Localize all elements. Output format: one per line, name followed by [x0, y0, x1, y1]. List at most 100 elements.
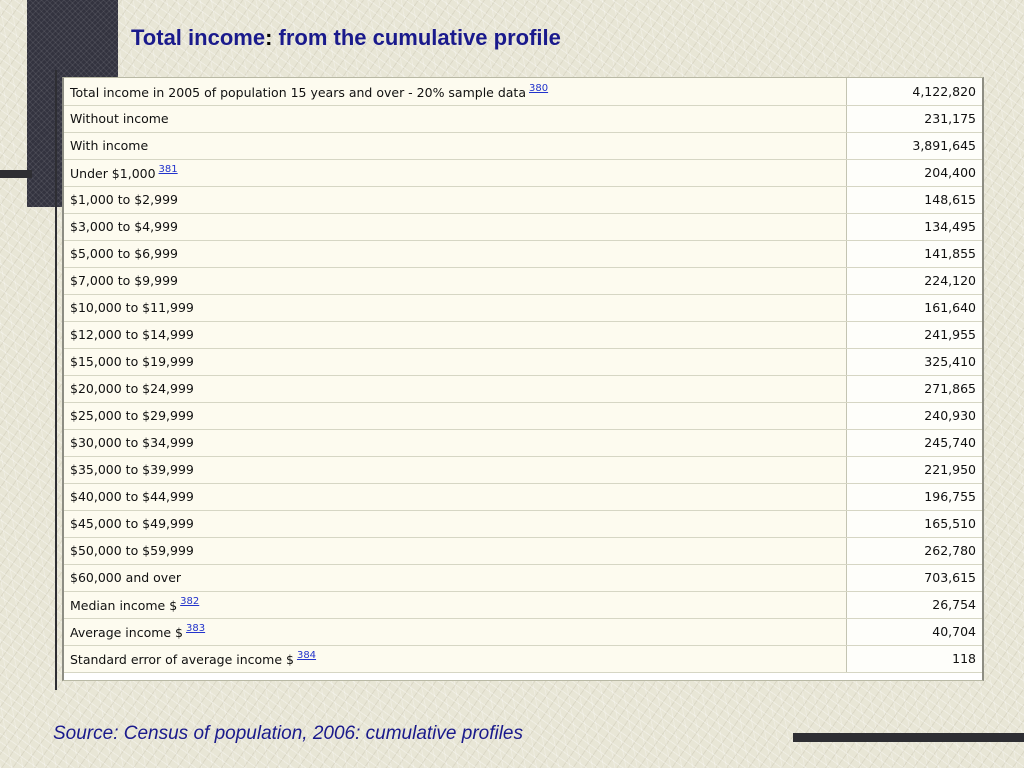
decorative-vertical-line [55, 70, 57, 690]
table-row: $40,000 to $44,999 196,755 [64, 483, 982, 511]
row-label-cell: $30,000 to $34,999 [64, 429, 847, 457]
row-label-cell: $12,000 to $14,999 [64, 321, 847, 349]
row-value: 262,780 [846, 537, 982, 565]
row-label: $1,000 to $2,999 [70, 192, 178, 207]
table-row: $35,000 to $39,999 221,950 [64, 456, 982, 484]
row-label-cell: $15,000 to $19,999 [64, 348, 847, 376]
table-row: Total income in 2005 of population 15 ye… [64, 78, 982, 106]
row-value: 4,122,820 [846, 78, 982, 106]
row-label: Median income $ [70, 598, 178, 613]
row-label: With income [70, 138, 149, 153]
row-label-cell: Median income $382 [64, 591, 847, 619]
row-value: 118 [846, 645, 982, 673]
decorative-bar-right [793, 733, 1024, 742]
row-label-cell: $3,000 to $4,999 [64, 213, 847, 241]
row-label: $15,000 to $19,999 [70, 354, 194, 369]
source-note: Source: Census of population, 2006: cumu… [53, 723, 523, 744]
table-row: Without income 231,175 [64, 105, 982, 133]
row-label-cell: Total income in 2005 of population 15 ye… [64, 78, 847, 106]
row-label-cell: Without income [64, 105, 847, 133]
row-label: $50,000 to $59,999 [70, 543, 194, 558]
row-label: Average income $ [70, 625, 184, 640]
row-value: 221,950 [846, 456, 982, 484]
row-label-cell: Average income $383 [64, 618, 847, 646]
table-row: Under $1,000 381 204,400 [64, 159, 982, 187]
table-row: $45,000 to $49,999 165,510 [64, 510, 982, 538]
table-row: $12,000 to $14,999 241,955 [64, 321, 982, 349]
row-value: 271,865 [846, 375, 982, 403]
income-table: Total income in 2005 of population 15 ye… [64, 78, 982, 673]
footnote-link[interactable]: 381 [158, 164, 178, 175]
row-label-cell: $1,000 to $2,999 [64, 186, 847, 214]
slide-title-sub: from the cumulative profile [272, 25, 561, 50]
table-row: $25,000 to $29,999 240,930 [64, 402, 982, 430]
row-label: $3,000 to $4,999 [70, 219, 178, 234]
row-value: 325,410 [846, 348, 982, 376]
row-label-cell: $40,000 to $44,999 [64, 483, 847, 511]
decorative-bar-left [0, 170, 32, 178]
row-label: $40,000 to $44,999 [70, 489, 194, 504]
row-value: 240,930 [846, 402, 982, 430]
row-value: 245,740 [846, 429, 982, 457]
row-label-cell: $60,000 and over [64, 564, 847, 592]
row-label: $5,000 to $6,999 [70, 246, 178, 261]
row-value: 3,891,645 [846, 132, 982, 160]
table-row: Median income $382 26,754 [64, 591, 982, 619]
row-value: 161,640 [846, 294, 982, 322]
table-row: $15,000 to $19,999 325,410 [64, 348, 982, 376]
table-row: $3,000 to $4,999 134,495 [64, 213, 982, 241]
row-value: 231,175 [846, 105, 982, 133]
table-row: $5,000 to $6,999 141,855 [64, 240, 982, 268]
row-label: $60,000 and over [70, 570, 182, 585]
slide-title-main: Total income [131, 25, 266, 50]
row-label-cell: $25,000 to $29,999 [64, 402, 847, 430]
row-label-cell: $35,000 to $39,999 [64, 456, 847, 484]
income-table-frame: Total income in 2005 of population 15 ye… [62, 77, 984, 681]
footnote-link[interactable]: 382 [180, 596, 200, 607]
row-label-cell: $7,000 to $9,999 [64, 267, 847, 295]
table-row: $1,000 to $2,999 148,615 [64, 186, 982, 214]
row-value: 148,615 [846, 186, 982, 214]
row-label: $10,000 to $11,999 [70, 300, 194, 315]
row-value: 241,955 [846, 321, 982, 349]
table-row: $60,000 and over 703,615 [64, 564, 982, 592]
row-label: Total income in 2005 of population 15 ye… [70, 84, 526, 100]
row-label-cell: Under $1,000 381 [64, 159, 847, 187]
row-label-cell: With income [64, 132, 847, 160]
row-label-cell: $50,000 to $59,999 [64, 537, 847, 565]
row-value: 703,615 [846, 564, 982, 592]
table-row: Standard error of average income $384 118 [64, 645, 982, 673]
row-label: $20,000 to $24,999 [70, 381, 194, 396]
row-label: Standard error of average income $ [70, 652, 294, 667]
income-table-body: Total income in 2005 of population 15 ye… [64, 78, 982, 673]
table-row: $20,000 to $24,999 271,865 [64, 375, 982, 403]
slide-title: Total income: from the cumulative profil… [131, 25, 561, 51]
row-value: 141,855 [846, 240, 982, 268]
footnote-link[interactable]: 383 [186, 623, 206, 634]
row-label: $25,000 to $29,999 [70, 408, 194, 423]
row-label: $30,000 to $34,999 [70, 435, 194, 450]
row-label: $12,000 to $14,999 [70, 327, 194, 342]
row-label: Without income [70, 111, 169, 126]
row-value: 40,704 [846, 618, 982, 646]
footnote-link[interactable]: 384 [296, 650, 317, 661]
table-row: With income 3,891,645 [64, 132, 982, 160]
row-label: $35,000 to $39,999 [70, 462, 194, 477]
row-value: 134,495 [846, 213, 982, 241]
row-value: 26,754 [846, 591, 982, 619]
table-row: $30,000 to $34,999 245,740 [64, 429, 982, 457]
footnote-link[interactable]: 380 [529, 82, 549, 94]
table-row: $50,000 to $59,999 262,780 [64, 537, 982, 565]
row-label-cell: $5,000 to $6,999 [64, 240, 847, 268]
row-value: 204,400 [846, 159, 982, 187]
row-value: 165,510 [846, 510, 982, 538]
table-row: $10,000 to $11,999 161,640 [64, 294, 982, 322]
slide-title-colon: : [265, 25, 273, 50]
row-value: 196,755 [846, 483, 982, 511]
row-label: Under $1,000 [70, 166, 156, 181]
row-label-cell: Standard error of average income $384 [64, 645, 847, 673]
row-label: $45,000 to $49,999 [70, 516, 194, 531]
row-label-cell: $20,000 to $24,999 [64, 375, 847, 403]
row-value: 224,120 [846, 267, 982, 295]
table-row: Average income $383 40,704 [64, 618, 982, 646]
